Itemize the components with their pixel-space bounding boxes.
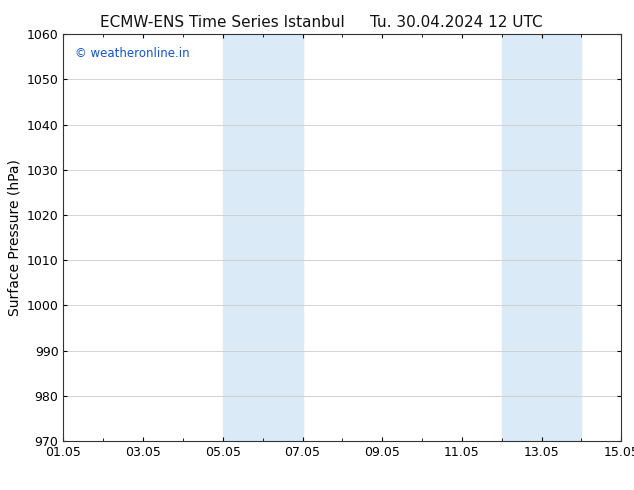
Bar — [501, 34, 581, 441]
Text: ECMW-ENS Time Series Istanbul: ECMW-ENS Time Series Istanbul — [100, 15, 344, 30]
Bar — [223, 34, 302, 441]
Text: © weatheronline.in: © weatheronline.in — [75, 47, 189, 59]
Text: Tu. 30.04.2024 12 UTC: Tu. 30.04.2024 12 UTC — [370, 15, 543, 30]
Y-axis label: Surface Pressure (hPa): Surface Pressure (hPa) — [7, 159, 21, 316]
